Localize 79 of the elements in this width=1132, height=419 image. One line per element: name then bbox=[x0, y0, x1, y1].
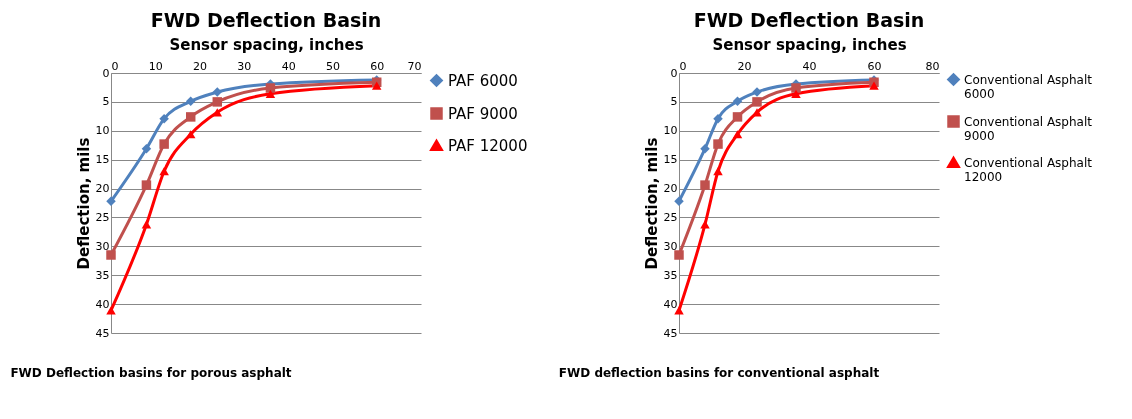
y-tick-label: 30 bbox=[95, 239, 110, 253]
legend-label: Conventional Asphalt 12000 bbox=[964, 155, 1093, 184]
point bbox=[106, 306, 116, 315]
point bbox=[371, 81, 382, 90]
x-tick-label: 60 bbox=[370, 59, 385, 73]
point bbox=[212, 87, 223, 97]
point bbox=[674, 196, 684, 207]
y-tick-label: 35 bbox=[663, 268, 678, 282]
y-tick-label: 45 bbox=[95, 326, 110, 340]
point bbox=[159, 139, 169, 149]
x-tick-label: 60 bbox=[867, 59, 882, 73]
point bbox=[732, 96, 743, 107]
x-axis-title: Sensor spacing, inches bbox=[169, 35, 364, 54]
legend-label: PAF 6000 bbox=[448, 71, 518, 90]
y-axis-title: Deflection, mils bbox=[642, 137, 661, 270]
point bbox=[732, 112, 743, 122]
text: FWD Deflection basins for porous asphalt bbox=[10, 366, 292, 380]
point bbox=[212, 108, 223, 117]
point bbox=[674, 306, 684, 315]
point bbox=[869, 81, 879, 90]
legend-label: PAF 12000 bbox=[448, 136, 528, 155]
y-tick-label: 20 bbox=[95, 182, 110, 196]
legend-label: PAF 9000 bbox=[448, 104, 518, 123]
chart-title: FWD Deflection Basin bbox=[150, 9, 382, 31]
point bbox=[185, 130, 196, 139]
x-tick-label: 50 bbox=[325, 59, 340, 73]
point bbox=[212, 97, 223, 107]
point bbox=[106, 250, 116, 260]
point bbox=[159, 113, 169, 124]
point bbox=[791, 83, 801, 93]
point bbox=[265, 83, 276, 93]
x-axis-title: Sensor spacing, inches bbox=[712, 35, 907, 54]
y-tick-label: 35 bbox=[95, 268, 110, 282]
point bbox=[700, 180, 710, 190]
point bbox=[185, 112, 196, 122]
x-tick-label: 70 bbox=[407, 59, 422, 73]
y-tick-label: 15 bbox=[663, 153, 678, 167]
point bbox=[713, 167, 723, 176]
y-tick-label: 15 bbox=[95, 153, 110, 167]
point bbox=[141, 220, 152, 229]
y-tick-label: 40 bbox=[95, 297, 110, 311]
y-tick-label: 5 bbox=[670, 95, 678, 109]
y-tick-label: 10 bbox=[663, 124, 678, 138]
y-tick-label: 10 bbox=[95, 124, 110, 138]
x-tick-label: 40 bbox=[281, 59, 296, 73]
text: FWD deflection basins for conventional asphalt bbox=[558, 366, 880, 380]
y-tick-label: 20 bbox=[663, 182, 678, 196]
point bbox=[674, 250, 684, 260]
point bbox=[265, 89, 276, 98]
y-tick-label: 30 bbox=[663, 239, 678, 253]
point bbox=[752, 97, 762, 107]
point bbox=[141, 143, 152, 154]
point bbox=[141, 180, 152, 190]
point bbox=[185, 96, 196, 107]
x-tick-label: 30 bbox=[237, 59, 252, 73]
x-tick-label: 20 bbox=[193, 59, 208, 73]
x-tick-label: 0 bbox=[111, 59, 119, 73]
y-tick-label: 5 bbox=[102, 95, 110, 109]
point bbox=[713, 139, 723, 149]
point bbox=[752, 108, 762, 117]
y-axis-title: Deflection, mils bbox=[74, 137, 93, 270]
point bbox=[700, 143, 710, 154]
point bbox=[732, 130, 743, 139]
x-tick-label: 80 bbox=[925, 59, 940, 73]
x-tick-label: 40 bbox=[802, 59, 817, 73]
chart-title: FWD Deflection Basin bbox=[693, 9, 925, 31]
y-tick-label: 45 bbox=[663, 326, 678, 340]
x-tick-label: 10 bbox=[148, 59, 163, 73]
y-tick-label: 25 bbox=[663, 210, 678, 224]
point bbox=[713, 113, 723, 124]
x-tick-label: 20 bbox=[737, 59, 752, 73]
point bbox=[159, 167, 169, 176]
point bbox=[791, 89, 801, 98]
y-tick-label: 40 bbox=[663, 297, 678, 311]
y-tick-label: 25 bbox=[95, 210, 110, 224]
legend-label: Conventional Asphalt 6000 bbox=[964, 72, 1093, 101]
point bbox=[106, 196, 116, 207]
x-tick-label: 0 bbox=[679, 59, 687, 73]
legend-label: Conventional Asphalt 9000 bbox=[964, 114, 1093, 143]
